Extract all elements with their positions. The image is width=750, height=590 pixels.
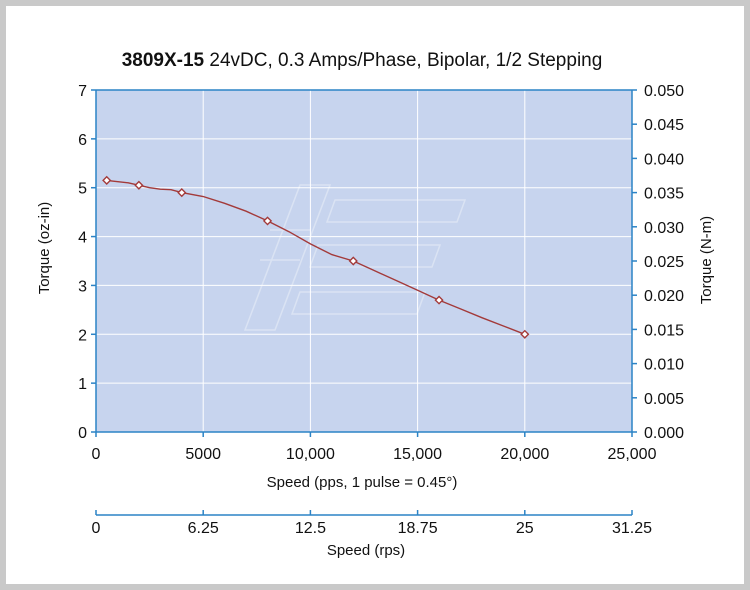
x2-axis-title: Speed (rps)	[327, 542, 405, 559]
x-axis-title: Speed (pps, 1 pulse = 0.45°)	[267, 474, 458, 491]
x2-tick-label: 25	[516, 520, 534, 537]
x2-tick-label: 0	[92, 520, 101, 537]
y-tick-label: 4	[78, 230, 87, 247]
plot-area	[96, 90, 632, 432]
chart-title: 3809X-15 24vDC, 0.3 Amps/Phase, Bipolar,…	[122, 50, 603, 71]
data-point-marker	[177, 188, 187, 198]
x-tick-label: 20,000	[500, 446, 549, 463]
data-point-marker	[262, 216, 273, 226]
y-right-tick-label: 0.000	[644, 425, 684, 442]
y-right-tick-label: 0.005	[644, 391, 684, 408]
y-right-tick-label: 0.015	[644, 322, 684, 339]
y-right-tick-label: 0.035	[644, 186, 684, 203]
y-right-tick-label: 0.050	[644, 83, 684, 100]
data-point-marker	[520, 329, 530, 339]
chart-title-specs: 24vDC, 0.3 Amps/Phase, Bipolar, 1/2 Step…	[204, 50, 602, 71]
chart-title-model: 3809X-15	[122, 50, 205, 71]
y-tick-label: 1	[78, 376, 87, 393]
y-right-tick-label: 0.020	[644, 288, 684, 305]
y-right-axis-title: Torque (N-m)	[698, 216, 715, 304]
y-right-tick-label: 0.025	[644, 254, 684, 271]
data-point-marker	[348, 256, 358, 266]
x2-tick-label: 12.5	[295, 520, 326, 537]
watermark-logo	[243, 184, 467, 331]
tick-labels: 0 1 2 3 4 5 6 7 0.000 0.005 0.010 0.015 0.020 0.025 0.…	[78, 83, 684, 537]
y-tick-label: 7	[78, 83, 87, 100]
y-right-tick-label: 0.030	[644, 220, 684, 237]
y-right-tick-label: 0.045	[644, 117, 684, 134]
x2-tick-label: 18.75	[398, 520, 438, 537]
y-tick-label: 2	[78, 327, 87, 344]
y-tick-label: 6	[78, 132, 87, 149]
x-tick-label: 5000	[185, 446, 221, 463]
grid-lines	[96, 90, 632, 432]
x-tick-label: 15,000	[393, 446, 442, 463]
data-point-marker	[134, 180, 144, 190]
y-right-tick-label: 0.010	[644, 357, 684, 374]
y-tick-label: 5	[78, 181, 87, 198]
data-point-marker	[102, 175, 112, 185]
data-point-marker	[434, 295, 444, 305]
x-tick-label: 0	[92, 446, 101, 463]
x2-tick-label: 31.25	[612, 520, 652, 537]
x-tick-label: 25,000	[608, 446, 657, 463]
x-tick-label: 10,000	[286, 446, 335, 463]
x2-tick-label: 6.25	[188, 520, 219, 537]
y-axis-title: Torque (oz-in)	[36, 202, 53, 295]
y-right-tick-label: 0.040	[644, 151, 684, 168]
y-tick-label: 3	[78, 278, 87, 295]
series-torque	[102, 175, 530, 339]
axes	[91, 89, 637, 516]
y-tick-label: 0	[78, 425, 87, 442]
series-line	[106, 179, 526, 335]
